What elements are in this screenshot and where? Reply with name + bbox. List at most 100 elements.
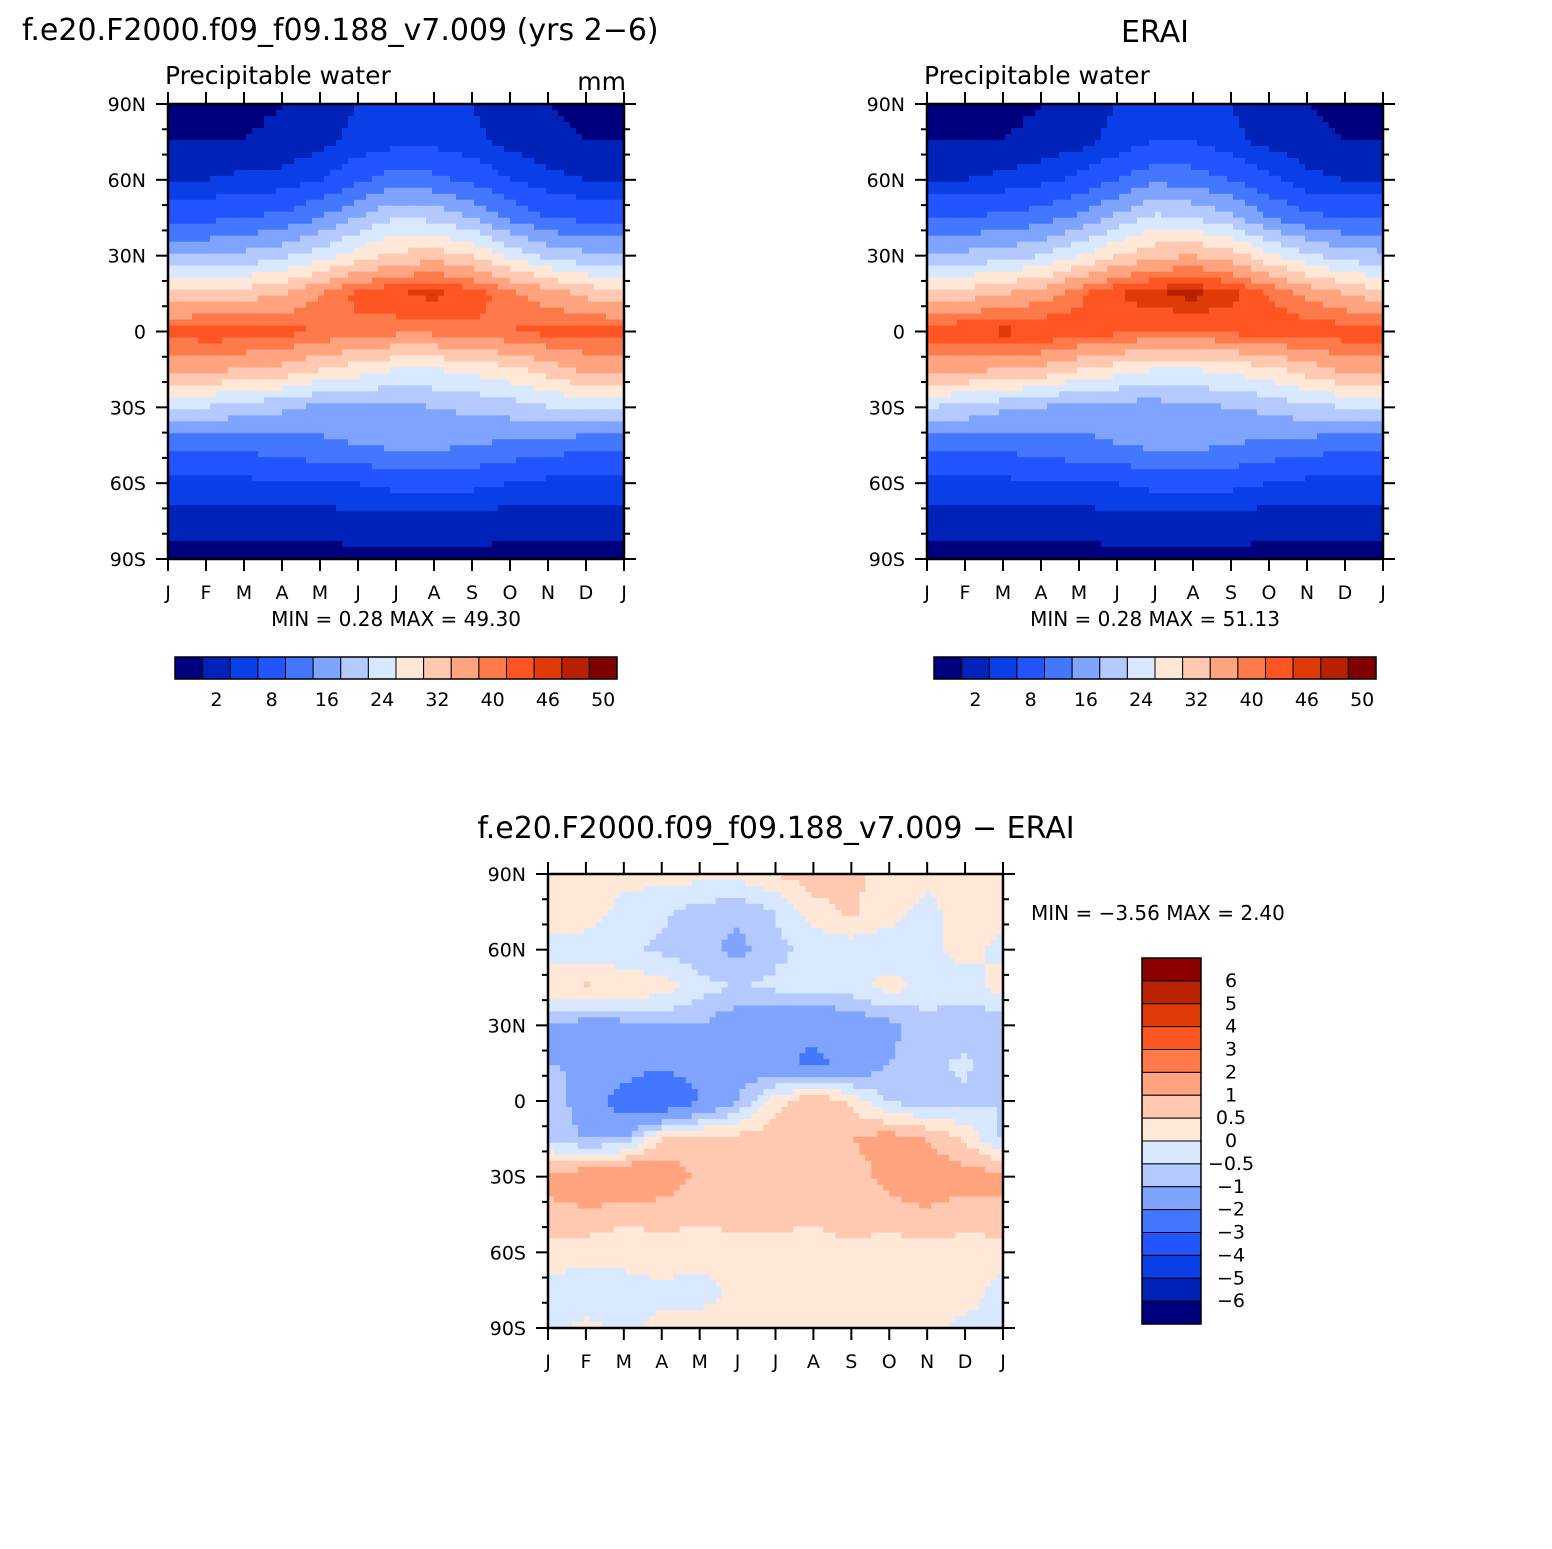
contour-cell xyxy=(516,481,523,488)
contour-cell xyxy=(528,301,535,309)
contour-cell xyxy=(420,475,427,482)
contour-cell xyxy=(450,349,457,357)
contour-cell xyxy=(318,355,325,363)
contour-cell xyxy=(342,469,349,476)
contour-cell xyxy=(360,115,367,123)
contour-cell xyxy=(558,133,565,141)
contour-cell xyxy=(168,104,175,111)
contour-cell xyxy=(186,205,193,213)
contour-cell xyxy=(462,385,469,392)
contour-cell xyxy=(516,487,523,494)
contour-cell xyxy=(534,403,541,410)
contour-cell xyxy=(456,355,463,363)
contour-cell xyxy=(288,439,295,446)
contour-cell xyxy=(486,463,493,470)
contour-cell xyxy=(288,104,295,111)
contour-cell xyxy=(270,487,277,494)
contour-cell xyxy=(318,301,325,309)
contour-cell xyxy=(582,301,589,309)
contour-cell xyxy=(540,301,547,309)
contour-cell xyxy=(234,253,241,261)
contour-cell xyxy=(252,415,259,422)
contour-cell xyxy=(270,289,277,297)
contour-cell xyxy=(402,127,409,135)
contour-cell xyxy=(486,373,493,380)
contour-cell xyxy=(324,223,331,231)
contour-cell xyxy=(330,457,337,464)
contour-cell xyxy=(390,385,397,392)
contour-cell xyxy=(198,463,205,470)
contour-cell xyxy=(546,127,553,135)
contour-cell xyxy=(378,463,385,470)
contour-cell xyxy=(540,427,547,434)
contour-cell xyxy=(588,289,595,297)
contour-cell xyxy=(336,235,343,243)
contour-cell xyxy=(456,337,463,345)
contour-cell xyxy=(576,487,583,494)
contour-cell xyxy=(168,331,175,339)
contour-cell xyxy=(258,313,265,321)
contour-cell xyxy=(234,421,241,428)
contour-cell xyxy=(366,349,373,357)
contour-cell xyxy=(504,361,511,369)
contour-cell xyxy=(606,373,613,380)
contour-cell xyxy=(228,349,235,357)
contour-cell xyxy=(366,157,373,165)
contour-cell xyxy=(462,187,469,195)
contour-cell xyxy=(216,415,223,422)
contour-cell xyxy=(186,367,193,375)
contour-cell xyxy=(198,259,205,267)
contour-cell xyxy=(384,373,391,380)
contour-cell xyxy=(270,391,277,398)
contour-cell xyxy=(222,283,229,291)
contour-cell xyxy=(216,253,223,261)
contour-cell xyxy=(486,265,493,273)
contour-cell xyxy=(168,373,175,380)
contour-cell xyxy=(174,403,181,410)
contour-cell xyxy=(306,319,313,327)
contour-cell xyxy=(282,181,289,189)
contour-cell xyxy=(264,169,271,177)
contour-cell xyxy=(456,241,463,249)
contour-cell xyxy=(498,241,505,249)
contour-cell xyxy=(396,247,403,255)
contour-cell xyxy=(234,367,241,375)
contour-cell xyxy=(540,331,547,339)
contour-cell xyxy=(276,349,283,357)
contour-cell xyxy=(594,331,601,339)
contour-cell xyxy=(588,163,595,171)
contour-cell xyxy=(570,337,577,345)
contour-cell xyxy=(432,145,439,153)
contour-cell xyxy=(528,457,535,464)
contour-cell xyxy=(540,181,547,189)
contour-cell xyxy=(498,427,505,434)
contour-cell xyxy=(228,493,235,500)
contour-cell xyxy=(288,247,295,255)
contour-cell xyxy=(420,415,427,422)
contour-cell xyxy=(252,355,259,363)
contour-cell xyxy=(222,115,229,123)
contour-cell xyxy=(528,253,535,261)
contour-cell xyxy=(234,355,241,363)
contour-cell xyxy=(186,337,193,345)
contour-cell xyxy=(222,475,229,482)
contour-cell xyxy=(342,157,349,165)
contour-cell xyxy=(168,253,175,261)
contour-cell xyxy=(330,199,337,207)
contour-cell xyxy=(588,469,595,476)
contour-cell xyxy=(594,223,601,231)
contour-cell xyxy=(552,325,559,333)
contour-cell xyxy=(420,319,427,327)
contour-cell xyxy=(450,439,457,446)
contour-cell xyxy=(318,493,325,500)
contour-cell xyxy=(408,139,415,147)
contour-cell xyxy=(486,247,493,255)
contour-cell xyxy=(168,247,175,255)
contour-cell xyxy=(288,217,295,225)
contour-cell xyxy=(600,289,607,297)
contour-cell xyxy=(174,343,181,351)
contour-cell xyxy=(294,463,301,470)
contour-cell xyxy=(492,481,499,488)
contour-cell xyxy=(204,481,211,488)
contour-cell xyxy=(582,241,589,249)
